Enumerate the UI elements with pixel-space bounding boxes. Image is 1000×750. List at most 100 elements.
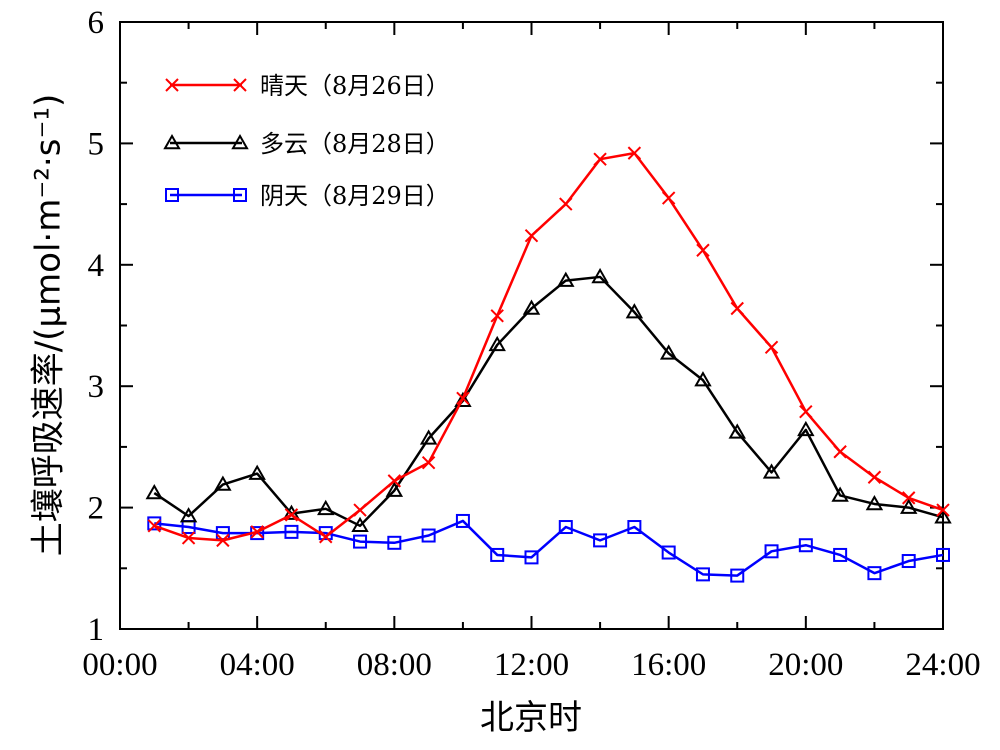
data-point xyxy=(421,455,436,470)
data-point xyxy=(181,531,196,545)
data-point xyxy=(728,423,746,439)
data-point xyxy=(284,508,299,522)
legend-label: 阴天（8月29日） xyxy=(260,182,450,210)
data-point xyxy=(694,371,712,387)
data-point xyxy=(145,484,164,500)
data-point xyxy=(762,463,781,479)
y-tick-label: 5 xyxy=(88,126,105,162)
data-point xyxy=(833,445,847,459)
data-point xyxy=(351,516,369,533)
data-point xyxy=(488,335,506,352)
x-tick-label: 20:00 xyxy=(768,647,843,683)
data-point xyxy=(490,309,504,323)
data-point xyxy=(627,146,642,160)
data-point xyxy=(214,475,232,491)
data-point xyxy=(867,470,882,484)
ticks xyxy=(119,21,944,630)
data-point xyxy=(799,404,813,419)
data-point xyxy=(798,538,813,553)
legend-marker xyxy=(165,188,179,202)
legend-item: 多云（8月28日） xyxy=(163,130,450,158)
y-tick-label: 1 xyxy=(88,612,105,648)
data-point xyxy=(319,530,333,544)
legend-marker xyxy=(163,133,181,150)
y-tick-label: 3 xyxy=(88,369,105,405)
data-point xyxy=(147,519,161,533)
x-tick-label: 12:00 xyxy=(494,647,569,683)
y-axis-title: 土壤呼吸速率/(μmol·m⁻²·s⁻¹) xyxy=(29,94,69,557)
data-point xyxy=(455,513,470,528)
data-point xyxy=(456,391,470,406)
legend-marker xyxy=(165,78,179,92)
data-point xyxy=(661,191,676,205)
series-line xyxy=(153,151,944,542)
data-point xyxy=(179,507,198,523)
series-layer xyxy=(145,146,952,583)
data-point xyxy=(593,533,608,548)
data-point xyxy=(833,547,848,562)
data-point xyxy=(867,566,882,581)
data-point xyxy=(317,499,335,516)
data-point xyxy=(353,534,368,549)
x-axis-title: 北京时 xyxy=(480,698,582,738)
data-point xyxy=(764,340,779,355)
data-point xyxy=(730,568,745,583)
data-point xyxy=(764,544,779,559)
data-point xyxy=(421,528,436,543)
data-point xyxy=(591,267,609,284)
data-point xyxy=(558,520,573,535)
data-point xyxy=(147,516,162,531)
legend-label: 多云（8月28日） xyxy=(260,130,450,158)
data-point xyxy=(387,535,402,550)
data-point xyxy=(593,152,607,166)
data-point xyxy=(831,486,849,502)
data-point xyxy=(559,197,573,211)
data-point xyxy=(627,520,642,535)
data-point xyxy=(797,420,815,437)
data-point xyxy=(490,547,505,562)
data-point xyxy=(524,550,539,565)
data-point xyxy=(659,344,678,360)
data-point xyxy=(934,508,952,524)
data-point xyxy=(695,567,710,582)
data-point xyxy=(902,491,916,505)
legend-marker xyxy=(231,133,249,150)
data-point xyxy=(387,474,402,488)
series-line xyxy=(153,275,944,528)
data-point xyxy=(248,464,266,480)
y-tick-label: 4 xyxy=(88,248,105,284)
legend: 晴天（8月26日） 多云（8月28日） 阴天（8月29日） xyxy=(163,72,450,210)
data-point xyxy=(419,429,438,445)
legend-item: 晴天（8月26日） xyxy=(165,72,450,100)
series-0 xyxy=(147,146,950,548)
data-point xyxy=(250,525,264,539)
data-point xyxy=(696,243,710,257)
data-point xyxy=(353,503,367,517)
x-tick-label: 00:00 xyxy=(82,647,157,683)
x-tick-label: 24:00 xyxy=(905,647,980,683)
data-point xyxy=(865,494,884,511)
data-point xyxy=(524,228,539,243)
data-point xyxy=(522,299,541,315)
legend-item: 阴天（8月29日） xyxy=(165,182,450,210)
data-point xyxy=(625,303,644,319)
x-tick-label: 16:00 xyxy=(631,647,706,683)
legend-label: 晴天（8月26日） xyxy=(260,72,450,100)
data-point xyxy=(661,545,676,560)
tick-labels: 00:00 04:00 08:00 12:00 16:00 20:00 24:00 1 2 3 4 5… xyxy=(82,5,980,683)
legend-marker xyxy=(233,78,247,92)
x-tick-label: 08:00 xyxy=(357,647,432,683)
data-point xyxy=(936,547,950,562)
series-1 xyxy=(145,267,952,533)
x-tick-label: 04:00 xyxy=(220,647,295,683)
data-point xyxy=(936,503,950,517)
data-point xyxy=(454,391,472,408)
data-point xyxy=(901,554,916,569)
data-point xyxy=(385,481,404,497)
y-tick-label: 2 xyxy=(88,491,105,527)
data-point xyxy=(899,498,918,514)
y-tick-label: 6 xyxy=(88,5,105,41)
data-point xyxy=(284,524,299,539)
plot-area xyxy=(119,21,944,630)
